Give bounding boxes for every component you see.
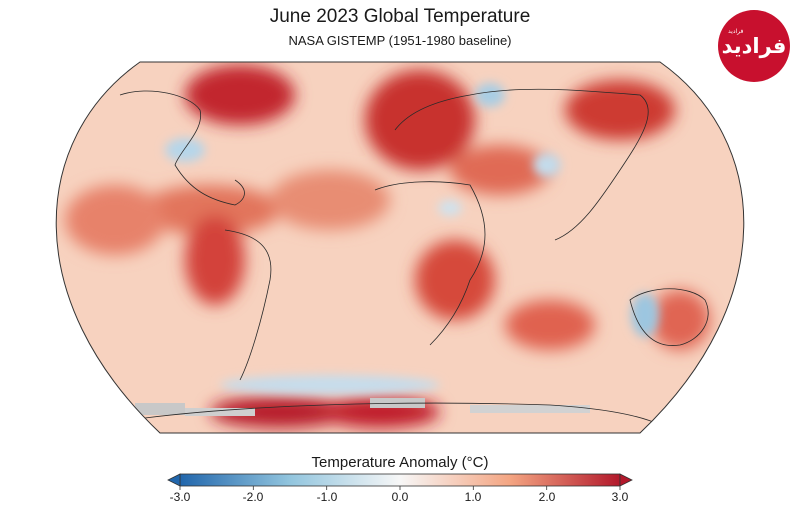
anomaly-europe xyxy=(365,70,475,170)
cold-anomaly-central-asia xyxy=(533,153,561,177)
no-data-region xyxy=(185,408,255,416)
anomaly-north-atlantic xyxy=(140,185,280,235)
coastlines xyxy=(119,88,709,426)
anomaly-pacific xyxy=(65,185,165,255)
anomaly-middle-east xyxy=(450,145,550,195)
globe-outline xyxy=(55,61,745,434)
anomaly-antarctica-west xyxy=(210,396,350,428)
cold-patches xyxy=(165,83,659,395)
colorbar-tick-marks xyxy=(179,486,621,490)
coastline-eurasia xyxy=(394,88,649,241)
anomaly-atlantic xyxy=(270,170,390,230)
tick-label: -3.0 xyxy=(169,490,191,504)
colorbar-cold-arrow xyxy=(167,473,181,487)
tick-label: -2.0 xyxy=(242,490,264,504)
no-data-region xyxy=(470,405,590,413)
legend-title: Temperature Anomaly (°C) xyxy=(311,454,489,471)
logo-badge: فرادید xyxy=(718,10,790,82)
anomaly-greenland xyxy=(185,65,295,125)
coastline-africa xyxy=(374,181,486,346)
anomaly-australia xyxy=(650,290,710,350)
cold-anomaly-north-africa xyxy=(438,200,462,216)
coastline-south-america xyxy=(224,229,272,381)
map-title: June 2023 Global Temperature xyxy=(269,6,531,27)
anomaly-indian-ocean xyxy=(505,300,595,350)
anomaly-patches xyxy=(65,65,710,428)
map-subtitle: NASA GISTEMP (1951-1980 baseline) xyxy=(288,33,512,48)
cold-anomaly-north-america xyxy=(165,138,205,162)
anomaly-east-asia xyxy=(565,80,675,140)
coastline-australia xyxy=(629,288,709,346)
anomaly-south-africa xyxy=(415,240,495,320)
no-data-region xyxy=(135,403,185,415)
tick-label: -1.0 xyxy=(316,490,338,504)
logo-text: فرادید xyxy=(721,34,787,58)
anomaly-south-america xyxy=(185,215,245,305)
colorbar-gradient xyxy=(179,473,621,487)
tick-label: 0.0 xyxy=(391,490,409,504)
coastline-antarctica xyxy=(144,402,661,426)
cold-anomaly-west-australia xyxy=(631,293,659,337)
tick-label: 3.0 xyxy=(611,490,629,504)
coastline-north-america xyxy=(119,90,245,206)
tick-label: 2.0 xyxy=(538,490,556,504)
tick-label: 1.0 xyxy=(464,490,482,504)
colorbar xyxy=(167,473,633,490)
colorbar-warm-arrow xyxy=(619,473,633,487)
cold-anomaly-southern-ocean xyxy=(220,375,440,395)
cold-anomaly-scandinavia xyxy=(475,83,505,107)
anomaly-field xyxy=(56,62,744,433)
logo-small-text: فرادید xyxy=(728,29,744,35)
